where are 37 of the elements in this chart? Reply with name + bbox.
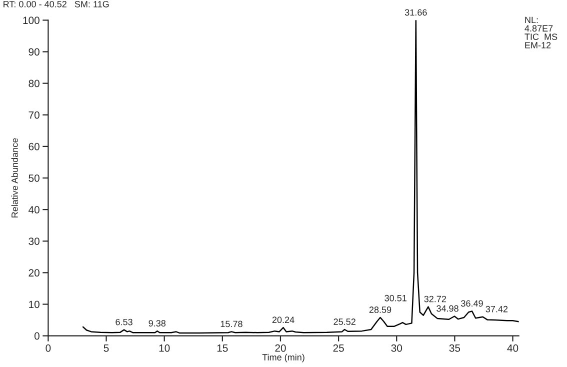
annotation: 32.72	[424, 296, 446, 302]
text: NL: 4.87E7 TIC MS EM-12	[524, 16, 558, 48]
annotation: 36.49	[461, 300, 483, 307]
x-tick-label: 25	[333, 344, 344, 352]
x-tick-label: 10	[159, 344, 170, 352]
x-tick-label: 40	[507, 344, 518, 352]
x-tick-label: 5	[104, 344, 109, 352]
annotation: 31.66	[404, 9, 427, 16]
y-tick-label: 0	[34, 332, 40, 340]
text: RT: 0.00 - 40.52 SM: 11G	[4, 0, 109, 8]
x-tick-label: 20	[275, 344, 286, 352]
y-tick-label: 80	[28, 80, 40, 88]
x-axis-title: Time (min)	[262, 354, 304, 362]
annotation: 25.52	[334, 318, 356, 325]
line-series	[82, 20, 519, 334]
x-tick-label: 0	[46, 344, 51, 352]
annotation: 28.59	[369, 306, 392, 313]
y-tick-label: 50	[28, 174, 40, 182]
y-axis-title: Relative Abundance	[11, 138, 18, 218]
y-tick-label: 30	[28, 238, 40, 245]
annotation: 34.98	[436, 305, 458, 312]
annotation: 20.24	[272, 316, 294, 324]
y-tick-label: 20	[28, 269, 40, 277]
x-tick-label: 30	[391, 344, 402, 352]
y-tick-label: 10	[29, 300, 40, 308]
annotation: 15.78	[220, 320, 242, 328]
y-tick-label: 90	[28, 48, 40, 56]
annotation: 30.51	[384, 294, 406, 302]
annotation: 6.53	[116, 318, 132, 326]
annotation: 37.42	[486, 306, 508, 312]
annotation: 9.38	[148, 320, 166, 327]
x-tick-label: 35	[449, 344, 460, 352]
y-tick-label: 70	[28, 111, 40, 119]
y-tick-label: 40	[28, 206, 40, 214]
x-tick-label: 15	[217, 344, 228, 352]
y-tick-label: 100	[23, 16, 40, 24]
y-tick-label: 60	[28, 142, 40, 150]
